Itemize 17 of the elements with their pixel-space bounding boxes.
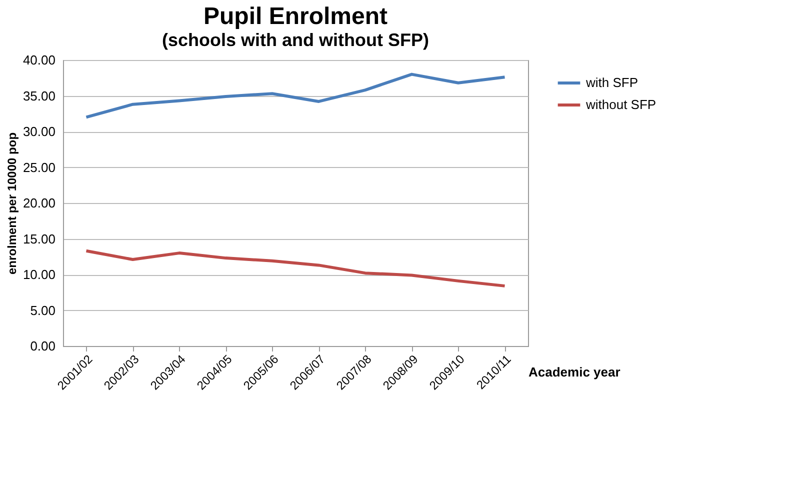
y-tick-label: 5.00 — [30, 302, 56, 318]
x-axis-title: Academic year — [528, 364, 620, 380]
y-tick-label: 20.00 — [22, 196, 56, 210]
line-series — [84, 72, 506, 119]
y-tick-label: 25.00 — [22, 160, 56, 175]
y-tick-label: 15.00 — [22, 231, 56, 246]
y-axis-title: enrolment per 10000 pop — [4, 132, 19, 275]
chart-subtitle: (schools with and without SFP) — [162, 30, 429, 50]
y-tick-label: 0.00 — [30, 338, 56, 354]
y-tick-label: 30.00 — [22, 124, 56, 139]
legend-label: without SFP — [585, 97, 656, 112]
y-tick-label: 35.00 — [22, 88, 56, 104]
line-series — [84, 249, 506, 288]
y-tick-label: 40.00 — [22, 52, 56, 68]
y-tick-label: 10.00 — [22, 267, 56, 282]
legend-label: with SFP — [585, 75, 638, 90]
chart-title: Pupil Enrolment — [203, 3, 388, 30]
